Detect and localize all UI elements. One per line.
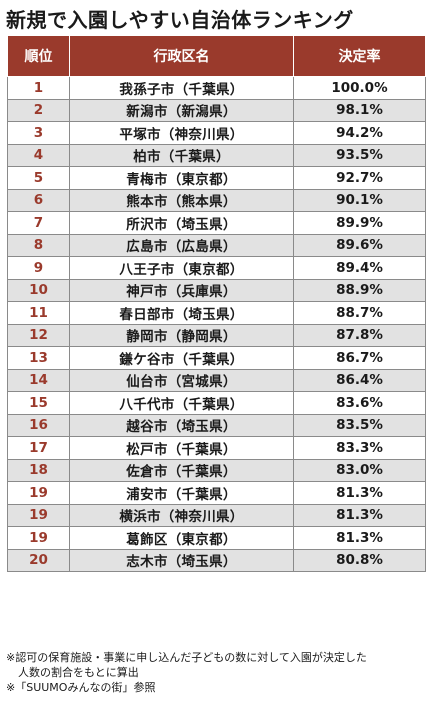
municipality-cell: 静岡市（静岡県） [69, 323, 294, 347]
table-row: 12 静岡市（静岡県） 87.8% [7, 323, 426, 347]
municipality-cell: 葛飾区（東京都） [69, 526, 294, 550]
municipality-cell: 熊本市（熊本県） [69, 188, 294, 212]
table-row: 10 神戸市（兵庫県） 88.9% [7, 278, 426, 302]
rank-cell: 16 [7, 413, 70, 437]
municipality-cell: 越谷市（埼玉県） [69, 413, 294, 437]
table-row: 6 熊本市（熊本県） 90.1% [7, 188, 426, 212]
rate-cell: 94.2% [293, 121, 426, 145]
rank-cell: 15 [7, 391, 70, 415]
table-row: 3 平塚市（神奈川県） 94.2% [7, 121, 426, 145]
rank-cell: 9 [7, 256, 70, 280]
rate-cell: 83.3% [293, 436, 426, 460]
rank-cell: 7 [7, 211, 70, 235]
municipality-cell: 新潟市（新潟県） [69, 98, 294, 122]
rank-cell: 11 [7, 301, 70, 325]
table-row: 18 佐倉市（千葉県） 83.0% [7, 458, 426, 482]
footnotes: ※認可の保育施設・事業に申し込んだ子どもの数に対して入園が決定した 人数の割合を… [6, 650, 426, 695]
municipality-cell: 我孫子市（千葉県） [69, 76, 294, 100]
municipality-cell: 八千代市（千葉県） [69, 391, 294, 415]
rate-cell: 86.4% [293, 368, 426, 392]
municipality-cell: 鎌ケ谷市（千葉県） [69, 346, 294, 370]
rank-cell: 19 [7, 526, 70, 550]
rank-cell: 6 [7, 188, 70, 212]
rank-cell: 13 [7, 346, 70, 370]
footnote-method-continued: 人数の割合をもとに算出 [18, 666, 139, 679]
table-row: 4 柏市（千葉県） 93.5% [7, 143, 426, 167]
rate-cell: 86.7% [293, 346, 426, 370]
rate-cell: 81.3% [293, 526, 426, 550]
table-row: 8 広島市（広島県） 89.6% [7, 233, 426, 257]
municipality-cell: 青梅市（東京都） [69, 166, 294, 190]
rate-cell: 80.8% [293, 548, 426, 572]
rank-cell: 12 [7, 323, 70, 347]
footnote-method: ※認可の保育施設・事業に申し込んだ子どもの数に対して入園が決定した [6, 651, 367, 664]
municipality-cell: 仙台市（宮城県） [69, 368, 294, 392]
table-row: 9 八王子市（東京都） 89.4% [7, 256, 426, 280]
table-row: 14 仙台市（宮城県） 86.4% [7, 368, 426, 392]
municipality-cell: 柏市（千葉県） [69, 143, 294, 167]
table-row: 2 新潟市（新潟県） 98.1% [7, 98, 426, 122]
rank-cell: 18 [7, 458, 70, 482]
municipality-cell: 横浜市（神奈川県） [69, 503, 294, 527]
table-row: 15 八千代市（千葉県） 83.6% [7, 391, 426, 415]
municipality-cell: 所沢市（埼玉県） [69, 211, 294, 235]
municipality-cell: 春日部市（埼玉県） [69, 301, 294, 325]
rate-cell: 87.8% [293, 323, 426, 347]
municipality-cell: 志木市（埼玉県） [69, 548, 294, 572]
table-row: 19 横浜市（神奈川県） 81.3% [7, 503, 426, 527]
rank-cell: 8 [7, 233, 70, 257]
rate-cell: 83.0% [293, 458, 426, 482]
municipality-cell: 松戸市（千葉県） [69, 436, 294, 460]
table-row: 19 葛飾区（東京都） 81.3% [7, 526, 426, 550]
rate-cell: 88.9% [293, 278, 426, 302]
rate-cell: 89.9% [293, 211, 426, 235]
table-row: 11 春日部市（埼玉県） 88.7% [7, 301, 426, 325]
rank-cell: 2 [7, 98, 70, 122]
table-row: 1 我孫子市（千葉県） 100.0% [7, 76, 426, 100]
municipality-cell: 平塚市（神奈川県） [69, 121, 294, 145]
rank-cell: 5 [7, 166, 70, 190]
table-row: 16 越谷市（埼玉県） 83.5% [7, 413, 426, 437]
municipality-cell: 神戸市（兵庫県） [69, 278, 294, 302]
table-row: 13 鎌ケ谷市（千葉県） 86.7% [7, 346, 426, 370]
rank-cell: 1 [7, 76, 70, 100]
rate-cell: 89.6% [293, 233, 426, 257]
rate-cell: 90.1% [293, 188, 426, 212]
rate-cell: 88.7% [293, 301, 426, 325]
rank-cell: 19 [7, 481, 70, 505]
page-title: 新規で入園しやすい自治体ランキング [6, 8, 354, 32]
table-row: 5 青梅市（東京都） 92.7% [7, 166, 426, 190]
header-rank: 順位 [7, 36, 70, 77]
rate-cell: 89.4% [293, 256, 426, 280]
municipality-cell: 八王子市（東京都） [69, 256, 294, 280]
municipality-cell: 佐倉市（千葉県） [69, 458, 294, 482]
table-header-row: 順位 行政区名 決定率 [7, 36, 426, 77]
footnote-source: ※「SUUMOみんなの街」参照 [6, 681, 156, 694]
rank-cell: 20 [7, 548, 70, 572]
rate-cell: 83.6% [293, 391, 426, 415]
rate-cell: 83.5% [293, 413, 426, 437]
rate-cell: 93.5% [293, 143, 426, 167]
rank-cell: 4 [7, 143, 70, 167]
rank-cell: 3 [7, 121, 70, 145]
table-row: 17 松戸市（千葉県） 83.3% [7, 436, 426, 460]
rank-cell: 14 [7, 368, 70, 392]
ranking-table: 順位 行政区名 決定率 1 我孫子市（千葉県） 100.0% 2 新潟市（新潟県… [7, 36, 426, 572]
table-row: 20 志木市（埼玉県） 80.8% [7, 548, 426, 572]
rate-cell: 100.0% [293, 76, 426, 100]
rank-cell: 17 [7, 436, 70, 460]
table-row: 19 浦安市（千葉県） 81.3% [7, 481, 426, 505]
header-rate: 決定率 [293, 36, 426, 77]
rate-cell: 81.3% [293, 503, 426, 527]
municipality-cell: 浦安市（千葉県） [69, 481, 294, 505]
table-row: 7 所沢市（埼玉県） 89.9% [7, 211, 426, 235]
rank-cell: 19 [7, 503, 70, 527]
municipality-cell: 広島市（広島県） [69, 233, 294, 257]
rank-cell: 10 [7, 278, 70, 302]
rate-cell: 98.1% [293, 98, 426, 122]
rate-cell: 92.7% [293, 166, 426, 190]
rate-cell: 81.3% [293, 481, 426, 505]
header-name: 行政区名 [69, 36, 294, 77]
